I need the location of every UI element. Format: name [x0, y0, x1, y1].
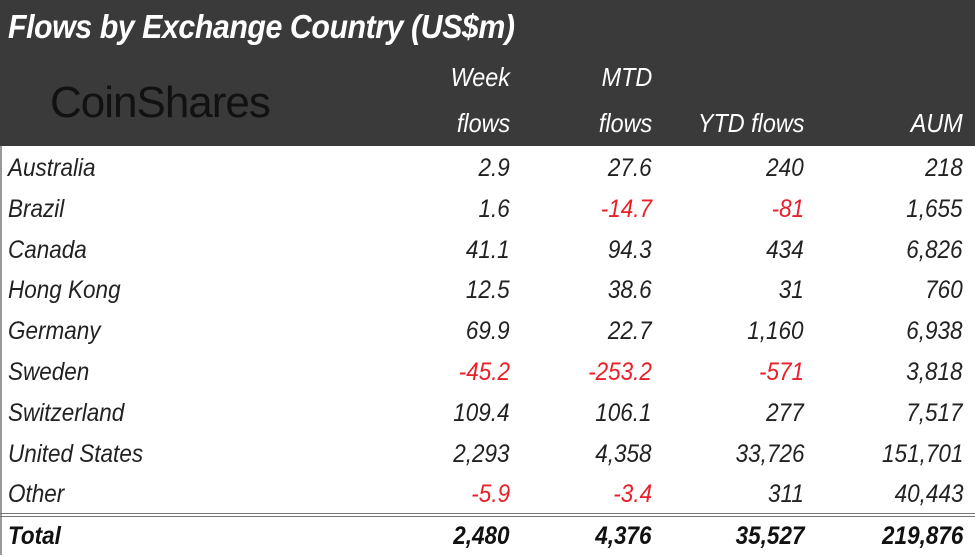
row-label: Brazil — [8, 194, 65, 223]
table-row: Sweden -45.2 -253.2 -571 3,818 — [0, 352, 975, 393]
table-row: Other -5.9 -3.4 311 40,443 — [0, 474, 975, 515]
cell-aum: 151,701 — [881, 439, 963, 468]
cell-week-flows: 2,293 — [453, 439, 510, 468]
coinshares-logo: CoinShares — [50, 78, 271, 127]
cell-mtd-flows: 4,358 — [595, 439, 652, 468]
column-header-aum-line2: AUM — [910, 108, 963, 138]
cell-mtd-flows: 22.7 — [608, 317, 652, 346]
cell-week-flows: 2.9 — [478, 154, 510, 182]
cell-mtd-flows: 106.1 — [595, 398, 652, 427]
cell-ytd-flows: 35,527 — [735, 522, 804, 550]
cell-aum: 7,517 — [906, 398, 963, 427]
cell-week-flows: 109.4 — [453, 398, 510, 427]
table-header: Flows by Exchange Country (US$m) CoinSha… — [0, 0, 975, 146]
row-label: Canada — [8, 235, 87, 264]
cell-mtd-flows: -3.4 — [613, 480, 652, 509]
table-row: Brazil 1.6 -14.7 -81 1,655 — [0, 189, 975, 230]
total-row: Total 2,480 4,376 35,527 219,876 — [0, 516, 975, 557]
row-label: Total — [8, 522, 61, 550]
cell-week-flows: -5.9 — [471, 480, 510, 509]
cell-ytd-flows: 31 — [778, 276, 804, 305]
cell-aum: 219,876 — [881, 522, 963, 550]
cell-ytd-flows: 240 — [766, 154, 804, 182]
row-label: Germany — [8, 317, 101, 346]
table-row: Canada 41.1 94.3 434 6,826 — [0, 230, 975, 271]
row-label: United States — [8, 439, 144, 468]
table-row: Australia 2.9 27.6 240 218 — [0, 148, 975, 189]
column-header-mtd-flows-line2: flows — [598, 108, 652, 138]
cell-mtd-flows: 27.6 — [608, 154, 652, 182]
cell-ytd-flows: -81 — [771, 194, 804, 223]
table-row: Germany 69.9 22.7 1,160 6,938 — [0, 311, 975, 352]
cell-mtd-flows: 94.3 — [608, 235, 652, 264]
cell-week-flows: 69.9 — [466, 317, 510, 346]
total-divider — [0, 513, 975, 517]
row-label: Other — [8, 480, 65, 509]
column-header-week-flows-line1: Week — [450, 62, 510, 92]
cell-week-flows: 1.6 — [478, 194, 510, 223]
cell-week-flows: 12.5 — [466, 276, 510, 305]
table-row: Hong Kong 12.5 38.6 31 760 — [0, 270, 975, 311]
table-row: Switzerland 109.4 106.1 277 7,517 — [0, 393, 975, 434]
cell-mtd-flows: 38.6 — [608, 276, 652, 305]
cell-week-flows: 2,480 — [453, 522, 510, 550]
row-label: Hong Kong — [8, 276, 121, 305]
cell-aum: 3,818 — [906, 358, 963, 386]
cell-aum: 6,938 — [906, 317, 963, 346]
cell-aum: 1,655 — [906, 194, 963, 223]
row-label: Sweden — [8, 358, 90, 386]
cell-ytd-flows: 311 — [768, 480, 804, 509]
column-header-ytd-flows-line2: YTD flows — [697, 108, 804, 138]
cell-week-flows: -45.2 — [458, 358, 510, 386]
cell-mtd-flows: 4,376 — [595, 522, 652, 550]
cell-ytd-flows: 434 — [766, 235, 804, 264]
cell-aum: 218 — [925, 154, 963, 182]
cell-mtd-flows: -253.2 — [588, 358, 652, 386]
cell-aum: 6,826 — [906, 235, 963, 264]
cell-aum: 40,443 — [894, 480, 963, 509]
column-header-mtd-flows-line1: MTD — [601, 62, 652, 92]
cell-ytd-flows: 277 — [766, 398, 804, 427]
cell-week-flows: 41.1 — [466, 235, 510, 264]
cell-aum: 760 — [925, 276, 963, 305]
table-row: United States 2,293 4,358 33,726 151,701 — [0, 434, 975, 475]
table-title: Flows by Exchange Country (US$m) — [8, 8, 515, 45]
cell-mtd-flows: -14.7 — [600, 194, 652, 223]
cell-ytd-flows: 33,726 — [735, 439, 804, 468]
left-border — [0, 146, 2, 555]
row-label: Australia — [8, 154, 96, 182]
column-header-week-flows-line2: flows — [456, 108, 510, 138]
row-label: Switzerland — [8, 398, 125, 427]
cell-ytd-flows: -571 — [758, 358, 804, 386]
cell-ytd-flows: 1,160 — [747, 317, 804, 346]
